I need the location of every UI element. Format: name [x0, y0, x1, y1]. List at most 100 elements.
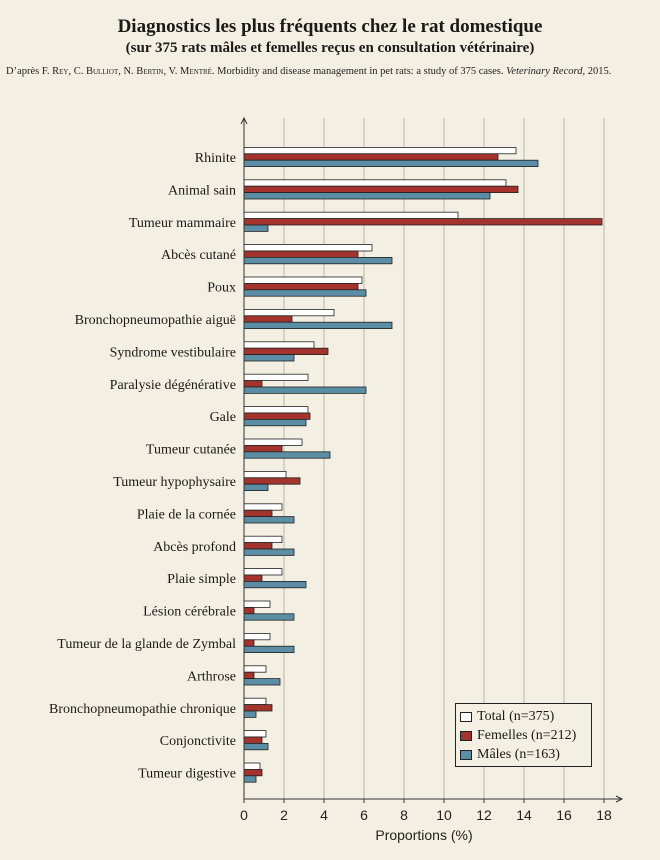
bar-males [243, 418, 307, 427]
source-prefix: D’après [6, 66, 42, 77]
legend-item-femelles: Femelles (n=212) [460, 726, 587, 745]
category-label: Gale [210, 410, 236, 425]
x-axis-arrow [615, 795, 624, 803]
bars [243, 146, 603, 783]
category-label: Abcès cutané [161, 248, 236, 263]
bar-total [243, 276, 363, 284]
bar-males [243, 224, 269, 232]
bar-total [243, 308, 335, 317]
bar-males [243, 775, 257, 783]
bar-femelles [243, 380, 263, 388]
bar-males [243, 321, 393, 330]
x-tick-label: 16 [556, 807, 572, 823]
bar-femelles [243, 574, 263, 582]
bar-femelles [243, 250, 359, 258]
x-ticks: 0 2 4 6 8 10 12 14 16 18 [240, 799, 612, 823]
x-axis-title: Proportions (%) [375, 827, 472, 843]
bar-total [243, 730, 267, 738]
bar-femelles [243, 185, 519, 193]
bar-males [243, 581, 307, 589]
category-label: Plaie simple [167, 572, 236, 587]
bar-males [243, 743, 269, 751]
bar-males [243, 548, 295, 556]
bar-total [243, 146, 517, 155]
bar-femelles [243, 704, 273, 712]
bar-total [243, 568, 283, 576]
category-label: Conjonctivite [160, 734, 236, 749]
category-label: Tumeur mammaire [129, 216, 236, 231]
category-label: Bronchopneumopathie aiguë [75, 313, 236, 328]
bar-femelles [243, 671, 255, 680]
bar-males [243, 678, 281, 686]
bar-total [243, 211, 459, 219]
bar-femelles [243, 444, 283, 453]
bar-total [243, 762, 261, 770]
category-label: Tumeur digestive [138, 767, 236, 782]
bar-total [243, 697, 267, 706]
bar-males [243, 256, 393, 265]
bar-femelles [243, 607, 255, 615]
category-label: Tumeur cutanée [146, 443, 236, 458]
category-label: Tumeur hypophysaire [113, 475, 236, 490]
y-axis-arrow [240, 116, 248, 125]
x-tick-label: 4 [320, 807, 328, 823]
category-label: Poux [207, 281, 236, 296]
x-tick-label: 12 [476, 807, 492, 823]
bar-femelles [243, 218, 603, 226]
category-label: Tumeur de la glande de Zymbal [57, 637, 236, 652]
bar-males [243, 159, 539, 167]
source-journal: Veterinary Record [506, 66, 583, 77]
source-year: , 2015. [582, 66, 612, 77]
category-labels: Rhinite Animal sain Tumeur mammaire Abcès c… [49, 151, 236, 782]
bar-femelles [243, 412, 311, 420]
bar-males [243, 710, 257, 718]
bar-males [243, 192, 491, 200]
axes [240, 116, 624, 803]
bar-femelles [243, 347, 329, 356]
bar-total [243, 406, 309, 414]
category-label: Animal sain [168, 183, 236, 198]
legend-swatch-femelles [460, 730, 472, 741]
category-label: Bronchopneumopathie chronique [49, 702, 236, 717]
x-tick-label: 14 [516, 807, 532, 823]
legend: Total (n=375) Femelles (n=212) Mâles (n=… [455, 703, 592, 767]
bar-males [243, 354, 295, 362]
legend-label-total: Total (n=375) [477, 708, 555, 724]
source-citation: D’après F. Rey, C. Bulliot, N. Bertin, V… [6, 66, 656, 77]
category-label: Rhinite [195, 151, 236, 166]
bar-total [243, 503, 283, 511]
bar-males [243, 613, 295, 621]
x-tick-label: 10 [436, 807, 452, 823]
bar-males [243, 451, 331, 459]
category-label: Abcès profond [153, 540, 236, 555]
bar-total [243, 244, 373, 252]
bar-males [243, 289, 367, 297]
bar-males [243, 516, 295, 524]
bar-femelles [243, 315, 293, 323]
bar-femelles [243, 769, 263, 777]
bar-femelles [243, 639, 255, 647]
bar-total [243, 600, 271, 608]
bar-males [243, 483, 269, 492]
bar-total [243, 535, 283, 544]
source-authors: F. Rey, C. Bulliot, N. Bertin, V. Mentré [41, 66, 212, 77]
bar-males [243, 386, 367, 394]
bar-femelles [243, 477, 301, 485]
x-tick-label: 6 [360, 807, 368, 823]
bar-femelles [243, 509, 273, 518]
bar-males [243, 645, 295, 654]
bar-total [243, 373, 309, 382]
category-label: Paralysie dégénérative [110, 378, 236, 393]
bar-total [243, 438, 303, 446]
bar-total [243, 633, 271, 641]
legend-item-males: Mâles (n=163) [460, 745, 587, 764]
bar-total [243, 179, 507, 187]
category-label: Plaie de la cornée [137, 507, 236, 522]
x-tick-label: 18 [596, 807, 612, 823]
bar-total [243, 470, 287, 479]
bar-femelles [243, 542, 273, 550]
legend-swatch-total [460, 711, 472, 722]
bar-total [243, 341, 315, 349]
